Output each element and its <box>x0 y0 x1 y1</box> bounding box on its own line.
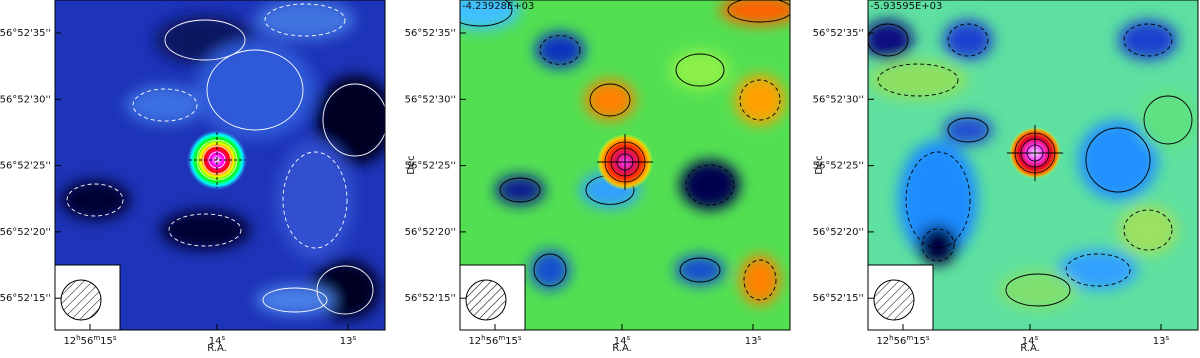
ra-tick-part: 12 <box>63 336 76 347</box>
dec-tick-label: 56°52'15'' <box>0 293 51 304</box>
dec-tick-label: 56°52'30'' <box>813 94 864 105</box>
ra-tick-part: 13 <box>745 336 758 347</box>
blob <box>585 80 635 120</box>
ra-tick-part: 56 <box>486 336 499 347</box>
ra-tick-part: 13 <box>1153 336 1166 347</box>
ra-tick-part: s <box>1035 334 1039 342</box>
beam <box>874 280 914 320</box>
beam <box>466 280 506 320</box>
ra-tick-part: s <box>353 334 357 342</box>
ra-tick-part: 15 <box>100 336 113 347</box>
blob <box>530 250 570 290</box>
ra-tick-label: 13s <box>745 334 762 347</box>
annotation: -4.23928E+03 <box>462 1 534 12</box>
blob <box>943 115 993 145</box>
blob <box>535 32 585 68</box>
ra-tick-part: s <box>113 334 117 342</box>
ra-tick-label: 12h56m15s <box>876 334 929 347</box>
blob <box>160 210 250 250</box>
blob <box>60 180 130 220</box>
dec-tick-label: 56°52'30'' <box>0 94 51 105</box>
map-image <box>55 0 395 330</box>
ra-tick-part: 13 <box>340 336 353 347</box>
blob <box>255 285 335 315</box>
dec-tick-label: 56°52'15'' <box>813 293 864 304</box>
ra-tick-part: s <box>1166 334 1170 342</box>
dec-tick-label: 56°52'30'' <box>405 94 456 105</box>
blob <box>998 270 1078 310</box>
map-image <box>440 0 800 330</box>
blob <box>1118 20 1178 60</box>
panel: -4.23928E+0356°52'35''56°52'30''56°52'25… <box>405 0 800 354</box>
ra-axis-label: R.A. <box>1020 343 1040 354</box>
ra-tick-part: 56 <box>894 336 907 347</box>
ra-tick-part: 15 <box>913 336 926 347</box>
dec-tick-label: 56°52'35'' <box>0 28 51 39</box>
blob <box>195 40 315 140</box>
dec-tick-label: 56°52'20'' <box>0 227 51 238</box>
blob <box>125 85 205 125</box>
ra-tick-part: s <box>518 334 522 342</box>
dec-tick-label: 56°52'15'' <box>405 293 456 304</box>
ra-tick-label: 13s <box>1153 334 1170 347</box>
beam <box>61 280 101 320</box>
panel: -5.93595E+03 56°52'35'' 56°52'30'' 56°52'25… <box>813 0 1198 354</box>
ra-tick-part: s <box>926 334 930 342</box>
blob <box>670 50 730 90</box>
ra-tick-part: 15 <box>505 336 518 347</box>
ra-tick-part: s <box>627 334 631 342</box>
ra-tick-label: 13s <box>340 334 357 347</box>
blob <box>740 255 780 305</box>
ra-tick-part: s <box>758 334 762 342</box>
dec-tick-label: 56°52'35'' <box>405 28 456 39</box>
dec-axis-label: Dec <box>814 155 825 174</box>
blob <box>675 255 725 285</box>
blob <box>495 175 545 205</box>
dec-axis-label: Dec <box>406 155 417 174</box>
ra-tick-part: 12 <box>468 336 481 347</box>
ra-tick-part: 12 <box>876 336 889 347</box>
map-image <box>863 0 1198 330</box>
blob <box>680 160 740 210</box>
ra-tick-part: 56 <box>81 336 94 347</box>
blob <box>943 20 993 60</box>
blob <box>1118 205 1178 255</box>
ra-axis-label: R.A. <box>612 343 632 354</box>
dec-tick-label: 56°52'25'' <box>0 161 51 172</box>
blob <box>275 140 355 260</box>
dec-tick-label: 56°52'35'' <box>813 28 864 39</box>
blob <box>735 75 785 125</box>
blob <box>1138 90 1198 150</box>
blob <box>868 60 968 100</box>
panel: 56°52'35'' 56°52'30'' 56°52'25'' 56°52'20''… <box>0 0 395 354</box>
ra-tick-label: 12h56m15s <box>468 334 521 347</box>
blob <box>863 20 913 60</box>
ra-axis-label: R.A. <box>207 343 227 354</box>
dec-tick-label: 56°52'20'' <box>813 227 864 238</box>
blob <box>255 0 355 40</box>
annotation: -5.93595E+03 <box>870 1 942 12</box>
ra-tick-part: s <box>222 334 226 342</box>
blob <box>918 225 958 265</box>
dec-tick-label: 56°52'20'' <box>405 227 456 238</box>
ra-tick-label: 12h56m15s <box>63 334 116 347</box>
